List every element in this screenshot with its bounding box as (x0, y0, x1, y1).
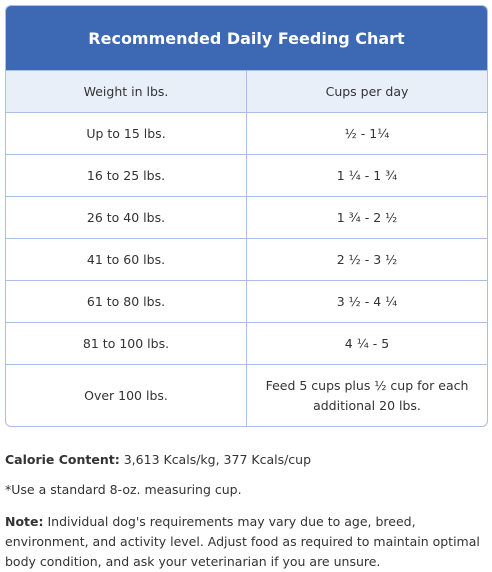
weight-cell: Up to 15 lbs. (6, 112, 247, 155)
calorie-content: Calorie Content: 3,613 Kcals/kg, 377 Kca… (5, 450, 487, 470)
column-header: Cups per day (246, 70, 487, 113)
weight-cell: Over 100 lbs. (6, 364, 247, 426)
calorie-label: Calorie Content: (5, 452, 120, 467)
weight-cell: 16 to 25 lbs. (6, 154, 247, 197)
feeding-table: Weight in lbs. Cups per day Up to 15 lbs… (6, 70, 487, 426)
table-row: 81 to 100 lbs. 4 ¼ - 5 (6, 322, 487, 365)
note-text: Individual dog's requirements may vary d… (5, 514, 480, 569)
note: Note: Individual dog's requirements may … (5, 512, 487, 572)
cups-cell: ½ - 1¼ (246, 112, 487, 155)
weight-cell: 26 to 40 lbs. (6, 196, 247, 239)
cups-cell: 1 ¾ - 2 ½ (246, 196, 487, 239)
cups-cell: 1 ¼ - 1 ¾ (246, 154, 487, 197)
table-row: 61 to 80 lbs. 3 ½ - 4 ¼ (6, 280, 487, 323)
weight-cell: 41 to 60 lbs. (6, 238, 247, 281)
header-row: Weight in lbs. Cups per day (6, 70, 487, 113)
feeding-chart: Recommended Daily Feeding Chart Weight i… (5, 5, 488, 427)
cups-cell: 2 ½ - 3 ½ (246, 238, 487, 281)
footnote: *Use a standard 8-oz. measuring cup. (5, 482, 242, 497)
table-row: 16 to 25 lbs. 1 ¼ - 1 ¾ (6, 154, 487, 197)
table-body: Up to 15 lbs. ½ - 1¼ 16 to 25 lbs. 1 ¼ - 1 … (6, 112, 487, 426)
calorie-text: 3,613 Kcals/kg, 377 Kcals/cup (123, 452, 312, 467)
weight-cell: 81 to 100 lbs. (6, 322, 247, 365)
table-row: 26 to 40 lbs. 1 ¾ - 2 ½ (6, 196, 487, 239)
cups-cell: Feed 5 cups plus ½ cup for each addition… (246, 364, 487, 426)
table-row: Up to 15 lbs. ½ - 1¼ (6, 112, 487, 155)
table-row: 41 to 60 lbs. 2 ½ - 3 ½ (6, 238, 487, 281)
column-header: Weight in lbs. (6, 70, 247, 113)
cups-cell: 4 ¼ - 5 (246, 322, 487, 365)
weight-cell: 61 to 80 lbs. (6, 280, 247, 323)
table-row: Over 100 lbs. Feed 5 cups plus ½ cup for … (6, 364, 487, 426)
chart-title: Recommended Daily Feeding Chart (6, 6, 487, 70)
cups-cell: 3 ½ - 4 ¼ (246, 280, 487, 323)
note-label: Note: (5, 514, 44, 529)
